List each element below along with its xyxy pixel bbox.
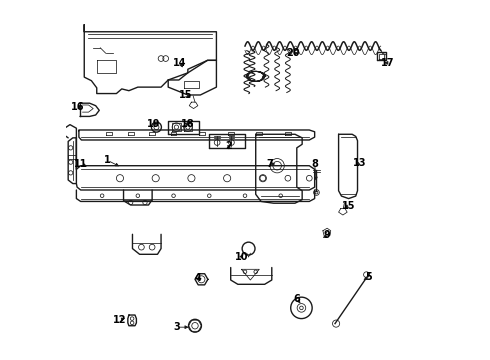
Text: 12: 12 xyxy=(113,315,126,325)
Text: 18: 18 xyxy=(181,118,195,129)
Text: 2: 2 xyxy=(225,141,232,151)
Text: 19: 19 xyxy=(147,118,161,129)
Text: 8: 8 xyxy=(311,159,318,169)
Text: 5: 5 xyxy=(365,272,371,282)
Text: 17: 17 xyxy=(381,58,394,68)
Text: 15: 15 xyxy=(179,90,193,100)
Text: 20: 20 xyxy=(287,48,300,58)
Text: 15: 15 xyxy=(342,201,355,211)
Text: 13: 13 xyxy=(353,158,366,168)
Text: 4: 4 xyxy=(195,273,201,283)
Text: 6: 6 xyxy=(294,294,300,303)
Text: 9: 9 xyxy=(324,230,331,240)
Text: 7: 7 xyxy=(267,159,273,169)
Text: 16: 16 xyxy=(71,102,85,112)
Text: 1: 1 xyxy=(104,156,111,165)
Text: 14: 14 xyxy=(173,58,187,68)
Text: 3: 3 xyxy=(174,322,180,332)
Text: 11: 11 xyxy=(74,159,87,169)
Text: 10: 10 xyxy=(235,252,248,262)
